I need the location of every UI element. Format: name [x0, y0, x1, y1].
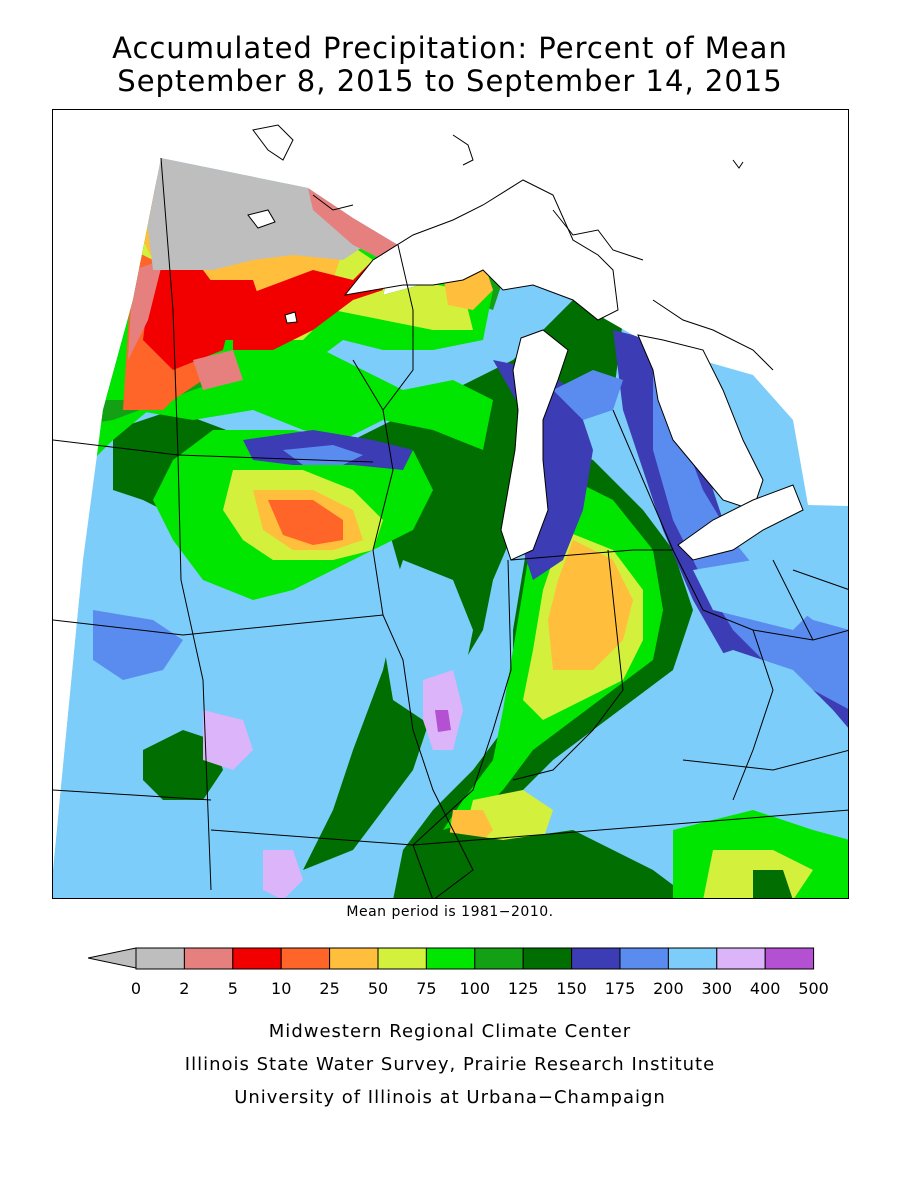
legend-bin-25-50: [329, 947, 379, 970]
legend-label-0: 0: [131, 979, 141, 998]
canada-coastline: [252, 124, 774, 371]
legend-label-10: 10: [271, 979, 291, 998]
legend-label-50: 50: [368, 979, 388, 998]
legend-label-25: 25: [319, 979, 339, 998]
legend-bin-2-5: [183, 947, 234, 970]
legend-label-200: 200: [653, 979, 684, 998]
legend-bin-100-125: [474, 947, 524, 970]
legend-label-400: 400: [750, 979, 781, 998]
legend-label-75: 75: [416, 979, 436, 998]
credit-center: Midwestern Regional Climate Center: [268, 1021, 632, 1042]
legend-bin-175-200: [619, 947, 669, 970]
legend-label-175: 175: [605, 979, 636, 998]
map-date-range: September 8, 2015 to September 14, 2015: [117, 64, 783, 98]
precipitation-map: [52, 109, 849, 899]
legend-bin-50-75: [377, 947, 427, 970]
great-lakes: [247, 179, 804, 561]
legend-label-150: 150: [556, 979, 587, 998]
legend-bin-125-150: [522, 947, 573, 970]
legend-label-5: 5: [228, 979, 238, 998]
legend-arrow-below: [88, 947, 137, 969]
legend-bin-200-300: [667, 947, 718, 970]
legend-label-100: 100: [460, 979, 491, 998]
legend-label-125: 125: [508, 979, 539, 998]
legend-label-300: 300: [702, 979, 733, 998]
legend-bin-400-500: [764, 947, 815, 970]
mean-period-note: Mean period is 1981−2010.: [346, 904, 554, 920]
legend-bin-0-2: [135, 947, 185, 970]
legend-bin-75-100: [425, 947, 476, 970]
legend-label-500: 500: [798, 979, 828, 998]
credit-survey: Illinois State Water Survey, Prairie Res…: [184, 1054, 716, 1075]
color-legend: 0 2 5 10 25 50 75 100 125 150 175 200 300 400 500: [88, 947, 828, 998]
legend-bin-10-25: [280, 947, 331, 970]
legend-bin-150-175: [571, 947, 621, 970]
legend-bin-5-10: [232, 947, 282, 970]
legend-bin-300-400: [716, 947, 766, 970]
credit-university: University of Illinois at Urbana−Champai…: [234, 1087, 666, 1108]
state-boundaries: [53, 157, 848, 898]
map-title: Accumulated Precipitation: Percent of Me…: [112, 31, 788, 65]
legend-label-2: 2: [179, 979, 189, 998]
